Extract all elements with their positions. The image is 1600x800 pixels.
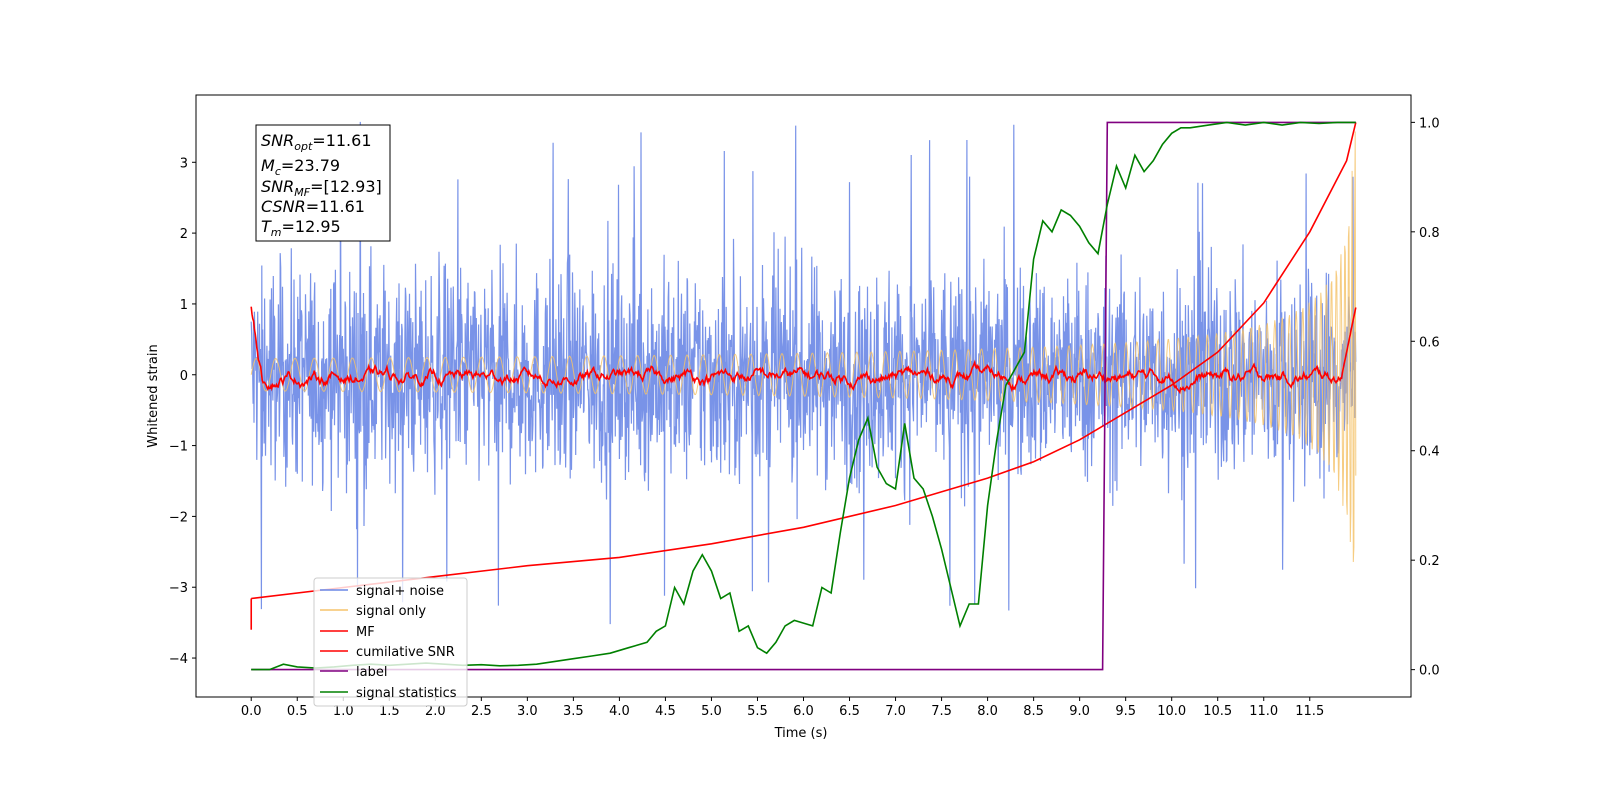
x-tick-label: 10.0	[1157, 704, 1186, 719]
y2-axis: 1.0 0.8 0.6 0.4 0.2 0.0	[1411, 116, 1440, 679]
legend-label: cumilative SNR	[356, 645, 455, 660]
y-tick-label: −4	[169, 652, 188, 667]
y-tick-label: 3	[180, 156, 188, 171]
x-tick-label: 4.5	[655, 704, 676, 719]
legend-item: label	[320, 665, 387, 680]
stats-tm: Tm=12.95	[261, 217, 341, 239]
legend-item: signal statistics	[320, 686, 457, 701]
x-tick-label: 2.0	[425, 704, 446, 719]
x-tick-label: 9.0	[1069, 704, 1090, 719]
x-tick-label: 5.0	[701, 704, 722, 719]
legend-label: label	[356, 665, 387, 680]
y-tick-label: 0	[180, 369, 188, 384]
x-tick-label: 7.5	[931, 704, 952, 719]
legend-item: signal+ noise	[320, 584, 444, 599]
y2-tick-label: 0.8	[1419, 226, 1440, 241]
x-tick-label: 11.0	[1249, 704, 1278, 719]
x-tick-label: 6.5	[839, 704, 860, 719]
stats-csnr: CSNR=11.61	[261, 197, 365, 216]
x-tick-label: 1.5	[379, 704, 400, 719]
series-signal-statistics	[251, 121, 1356, 671]
y-tick-label: −1	[169, 440, 188, 455]
x-tick-label: 3.5	[563, 704, 584, 719]
y-tick-label: 2	[180, 227, 188, 242]
x-tick-label: 8.0	[977, 704, 998, 719]
series-mf	[250, 306, 1357, 395]
x-tick-label: 2.5	[471, 704, 492, 719]
x-tick-label: 0.5	[287, 704, 308, 719]
x-tick-label: 8.5	[1023, 704, 1044, 719]
legend-item: MF	[320, 625, 375, 640]
y-axis-label: Whitened strain	[146, 344, 161, 447]
legend-label: MF	[356, 625, 375, 640]
legend: signal+ noise signal only MF cumilative …	[313, 577, 468, 707]
traces	[250, 121, 1357, 671]
series-signal-only	[250, 131, 1357, 563]
x-tick-label: 7.0	[885, 704, 906, 719]
y-tick-label: −3	[169, 581, 188, 596]
x-axis: 0.0 0.5 1.0 1.5 2.0 2.5 3.0 3.5 4.0 4.5 5.0 5.5 6.0 6…	[241, 697, 1324, 719]
x-tick-label: 3.0	[517, 704, 538, 719]
x-axis-label: Time (s)	[774, 726, 828, 741]
y2-tick-label: 0.4	[1419, 445, 1440, 460]
stats-snr-mf: SNRMF=[12.93]	[261, 177, 382, 199]
legend-item: cumilative SNR	[320, 645, 455, 660]
series-cumulative-snr	[251, 122, 1357, 600]
x-tick-label: 0.0	[241, 704, 262, 719]
y2-tick-label: 0.2	[1419, 554, 1440, 569]
stats-box: SNRopt=11.61 Mc=23.79 SNRMF=[12.93] CSNR…	[255, 124, 391, 242]
y-tick-label: 1	[180, 298, 188, 313]
legend-label: signal only	[356, 604, 426, 619]
x-tick-label: 10.5	[1203, 704, 1232, 719]
legend-item: signal only	[320, 604, 426, 619]
x-tick-label: 11.5	[1295, 704, 1324, 719]
x-tick-label: 1.0	[333, 704, 354, 719]
x-tick-label: 5.5	[747, 704, 768, 719]
stats-snr-opt: SNRopt=11.61	[261, 131, 372, 153]
y2-tick-label: 1.0	[1419, 116, 1440, 131]
y2-tick-label: 0.0	[1419, 664, 1440, 679]
y-axis: 3 2 1 0 −1 −2 −3 −4	[169, 156, 196, 667]
stats-mc: Mc=23.79	[261, 156, 340, 178]
x-tick-label: 6.0	[793, 704, 814, 719]
legend-label: signal statistics	[356, 686, 457, 701]
x-tick-label: 9.5	[1115, 704, 1136, 719]
y2-tick-label: 0.6	[1419, 335, 1440, 350]
y-tick-label: −2	[169, 510, 188, 525]
x-tick-label: 4.0	[609, 704, 630, 719]
legend-label: signal+ noise	[356, 584, 444, 599]
